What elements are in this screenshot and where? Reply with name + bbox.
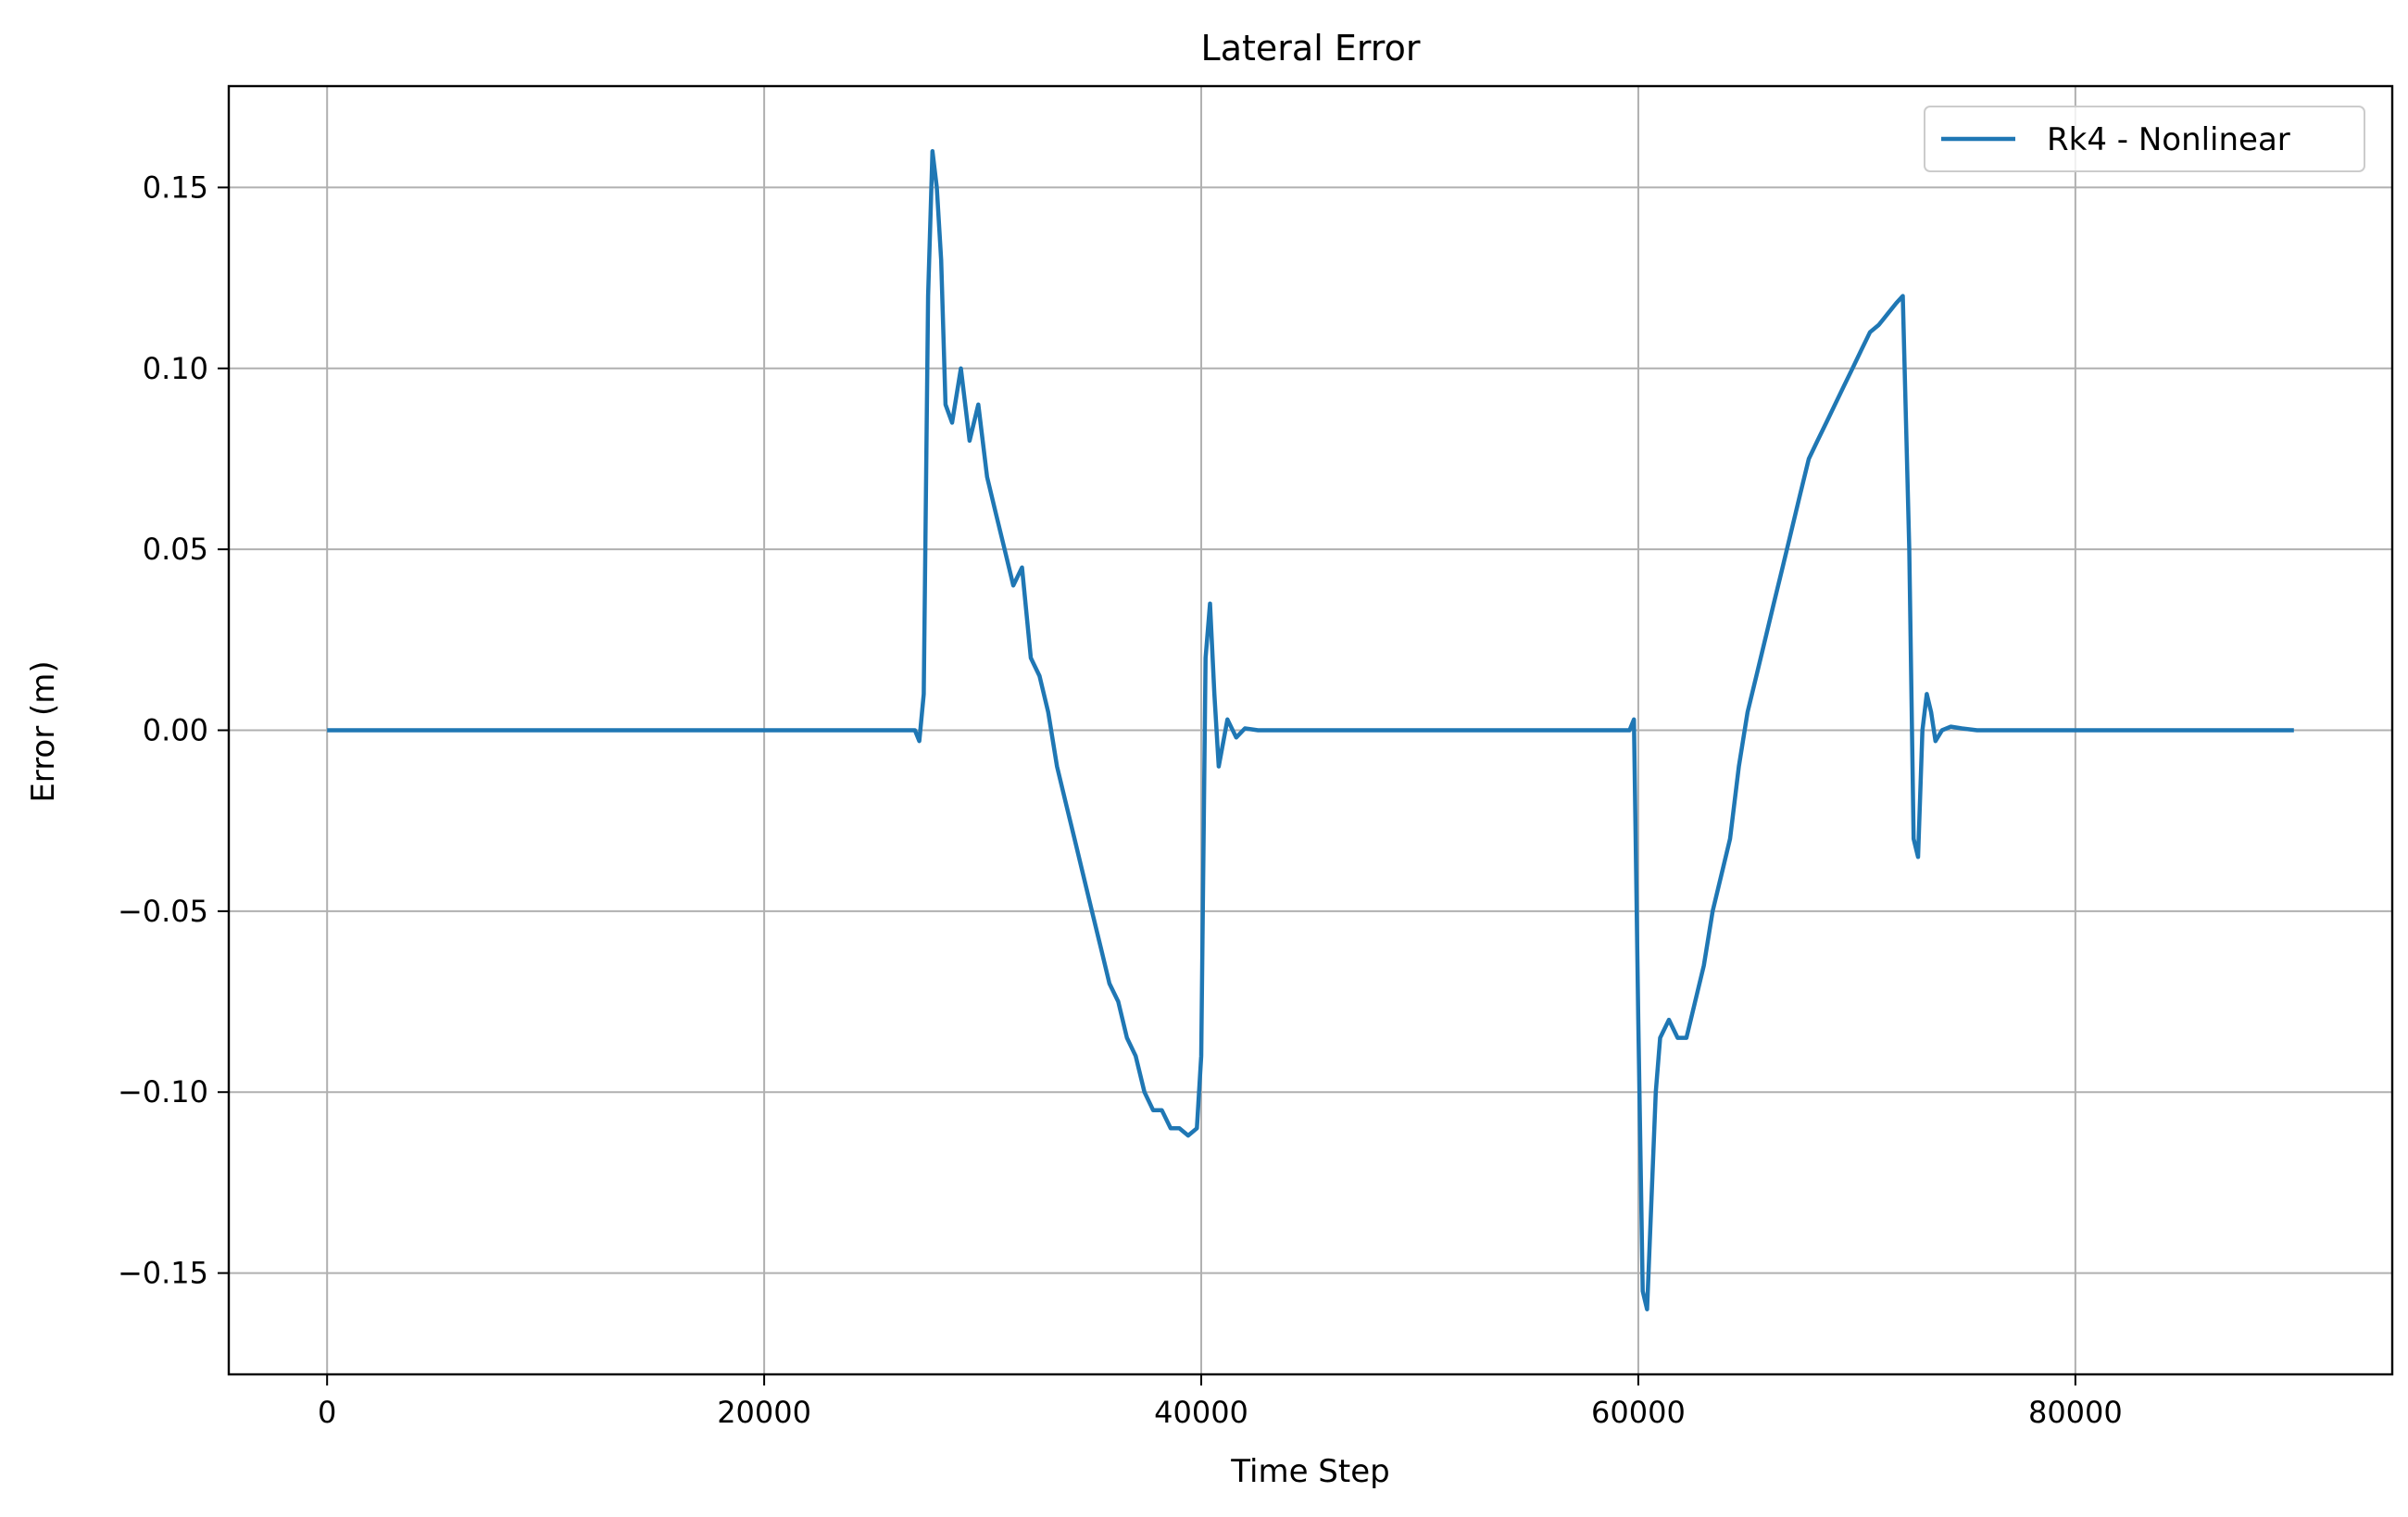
legend-label: Rk4 - Nonlinear <box>2047 121 2290 158</box>
x-tick-label: 80000 <box>2028 1395 2123 1430</box>
series-line <box>327 149 2294 1311</box>
x-tick-label: 40000 <box>1154 1395 1248 1430</box>
y-tick-label: 0.05 <box>143 532 208 567</box>
y-tick-label: 0.00 <box>143 713 208 748</box>
y-tick-label: −0.05 <box>118 894 208 929</box>
x-axis-label: Time Step <box>1230 1453 1389 1490</box>
legend: Rk4 - Nonlinear <box>1924 106 2365 172</box>
y-axis-label: Error (m) <box>25 660 62 802</box>
legend-box <box>1924 106 2365 172</box>
y-tick-label: −0.10 <box>118 1074 208 1110</box>
chart-title: Lateral Error <box>1201 28 1421 69</box>
x-tick-label: 20000 <box>717 1395 811 1430</box>
x-axis-ticks: 0 20000 40000 60000 80000 <box>318 1374 2123 1430</box>
y-tick-label: 0.10 <box>143 351 208 386</box>
plot-series-group <box>327 149 2294 1311</box>
x-tick-label: 60000 <box>1591 1395 1686 1430</box>
y-tick-label: −0.15 <box>118 1256 208 1291</box>
y-tick-label: 0.15 <box>143 169 208 205</box>
x-tick-label: 0 <box>318 1395 336 1430</box>
y-axis-ticks: 0.15 0.10 0.05 0.00 −0.05 −0.10 −0.15 <box>118 169 229 1291</box>
